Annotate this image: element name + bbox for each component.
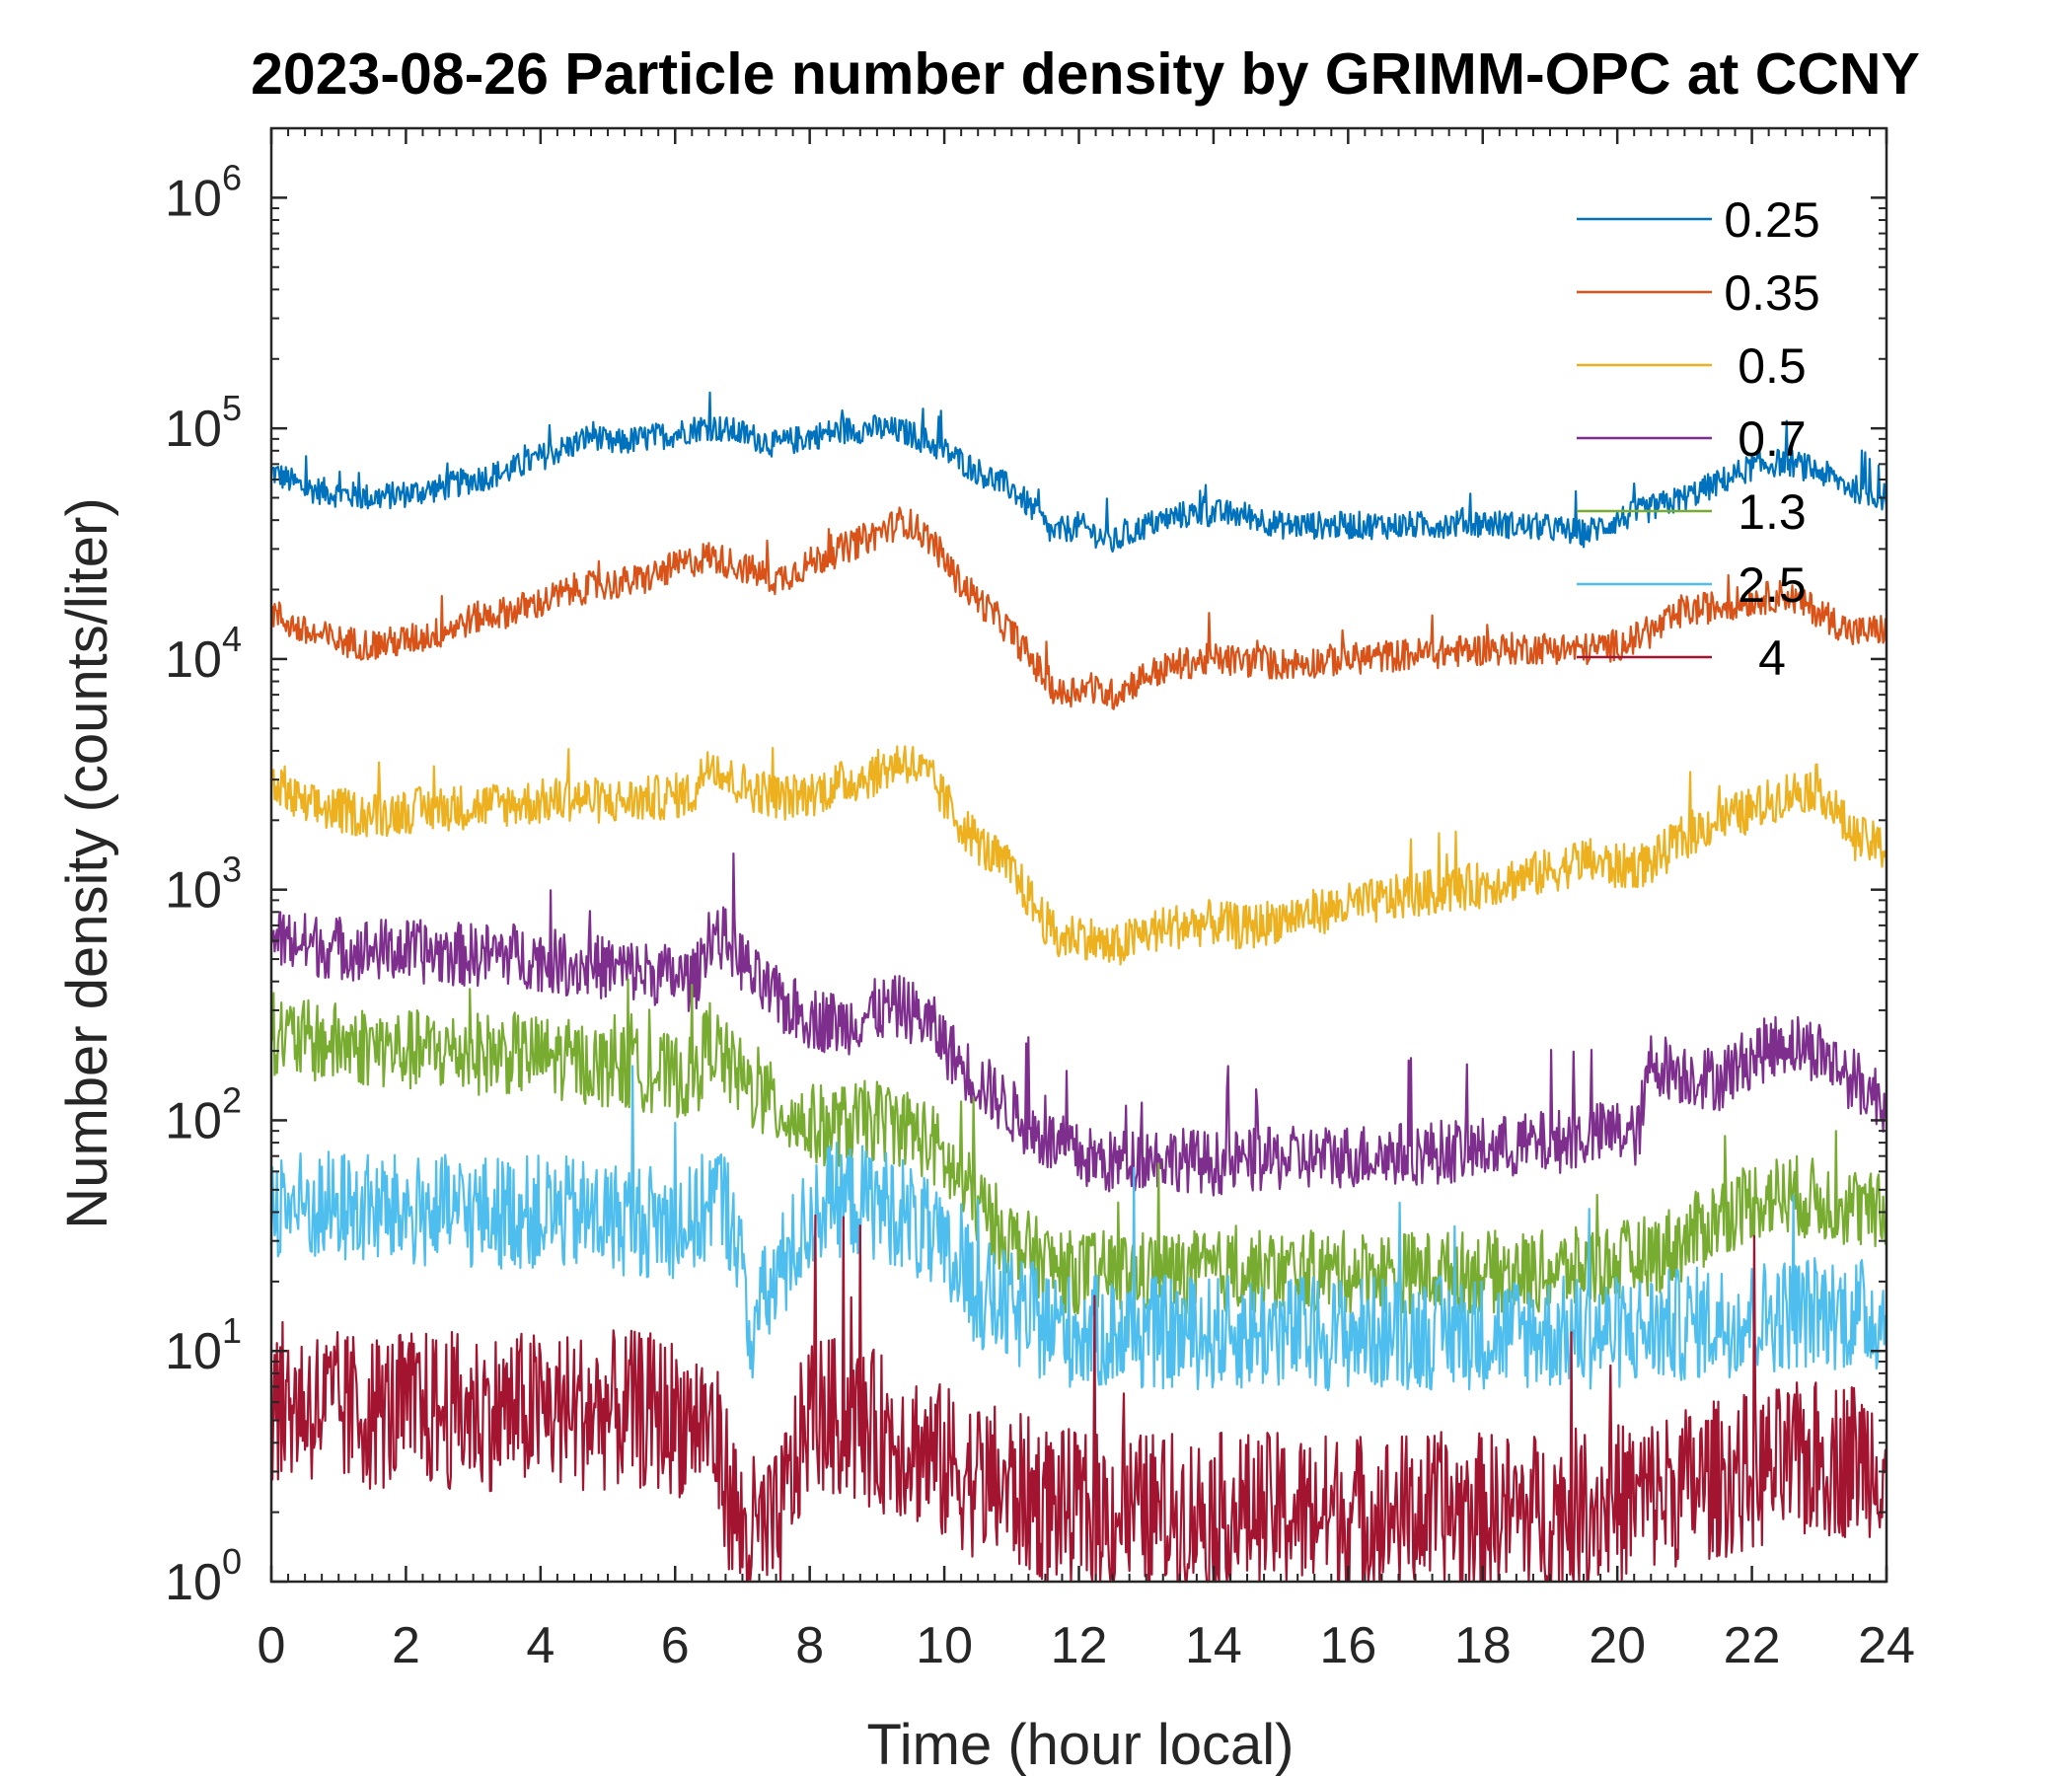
x-tick-label: 18 bbox=[1454, 1617, 1512, 1674]
series-line-0_35 bbox=[269, 506, 1888, 710]
x-tick-label: 22 bbox=[1724, 1617, 1781, 1674]
y-axis-label: Number density (counts/liter) bbox=[55, 497, 119, 1228]
legend-label: 0.7 bbox=[1738, 411, 1807, 467]
x-tick-label: 14 bbox=[1185, 1617, 1242, 1674]
series-line-4 bbox=[269, 1214, 1888, 1584]
x-tick-label: 0 bbox=[258, 1617, 286, 1674]
y-tick-label: 100 bbox=[165, 1541, 242, 1611]
y-tick-label: 104 bbox=[165, 619, 242, 689]
legend-label: 0.5 bbox=[1738, 338, 1807, 394]
y-tick-label: 105 bbox=[165, 388, 242, 458]
x-tick-label: 6 bbox=[661, 1617, 690, 1674]
y-tick-label: 102 bbox=[165, 1079, 242, 1149]
x-tick-label: 20 bbox=[1589, 1617, 1646, 1674]
legend-label: 1.3 bbox=[1738, 484, 1807, 540]
legend-label: 0.25 bbox=[1724, 192, 1819, 248]
series-line-2_5 bbox=[269, 1065, 1888, 1392]
x-tick-label: 24 bbox=[1858, 1617, 1915, 1674]
x-tick-label: 12 bbox=[1051, 1617, 1108, 1674]
x-tick-label: 16 bbox=[1319, 1617, 1376, 1674]
series-line-0_5 bbox=[269, 745, 1888, 966]
legend-label: 2.5 bbox=[1738, 557, 1807, 613]
series-line-1_3 bbox=[269, 978, 1888, 1315]
x-tick-label: 10 bbox=[916, 1617, 973, 1674]
x-tick-label: 4 bbox=[526, 1617, 555, 1674]
x-tick-label: 8 bbox=[795, 1617, 824, 1674]
legend-label: 0.35 bbox=[1724, 265, 1819, 321]
chart-title: 2023-08-26 Particle number density by GR… bbox=[251, 41, 1920, 107]
legend: 0.25 0.35 0.5 0.7 1.3 2.5 4 bbox=[1577, 192, 1820, 686]
y-tick-label: 106 bbox=[165, 157, 242, 227]
x-tick-label: 2 bbox=[392, 1617, 420, 1674]
y-tick-label: 101 bbox=[165, 1310, 242, 1380]
y-tick-label: 103 bbox=[165, 850, 242, 920]
axes-layer: 0 2 4 6 8 10 12 14 16 18 20 22 241001011021031041051… bbox=[165, 128, 1915, 1674]
series-line-0_7 bbox=[270, 852, 1888, 1197]
series-layer bbox=[269, 391, 1888, 1584]
x-axis-label: Time (hour local) bbox=[867, 1713, 1295, 1776]
legend-label: 4 bbox=[1758, 630, 1786, 686]
